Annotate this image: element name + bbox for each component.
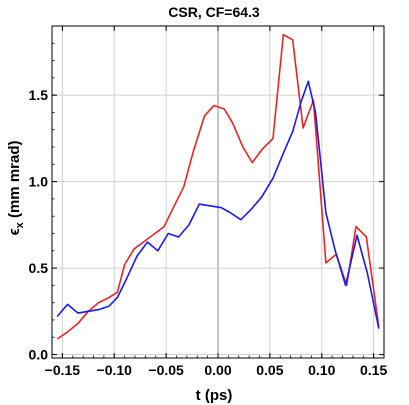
y-axis-title: ϵx (mm mrad) — [6, 141, 26, 236]
y-axis-symbol: ϵ — [6, 228, 23, 235]
series-line-red — [56, 33, 380, 340]
x-tick-label: 0.10 — [308, 362, 335, 378]
x-tick-label: 0.05 — [256, 362, 283, 378]
series-line-blue — [56, 80, 380, 329]
x-axis-title: t (ps) — [196, 387, 233, 404]
axis-ticks: −0.15 −0.10 −0.05 0.00 0.05 0.10 0.15 0.0 0.5 1.0… — [29, 26, 387, 378]
y-tick-label: 1.5 — [29, 87, 49, 103]
y-axis-unit: (mm mrad) — [6, 141, 23, 223]
chart-title: CSR, CF=64.3 — [168, 4, 260, 20]
x-tick-label: −0.15 — [45, 362, 81, 378]
y-tick-label: 0.5 — [29, 260, 49, 276]
y-axis-subscript: x — [14, 221, 26, 228]
y-tick-label: 1.0 — [29, 174, 49, 190]
y-tick-label: 0.0 — [29, 347, 49, 363]
x-tick-label: −0.05 — [148, 362, 184, 378]
series-lines — [56, 33, 380, 340]
grid-lines — [52, 26, 384, 358]
x-tick-label: −0.10 — [97, 362, 133, 378]
x-tick-label: 0.00 — [204, 362, 231, 378]
x-tick-label: 0.15 — [360, 362, 387, 378]
